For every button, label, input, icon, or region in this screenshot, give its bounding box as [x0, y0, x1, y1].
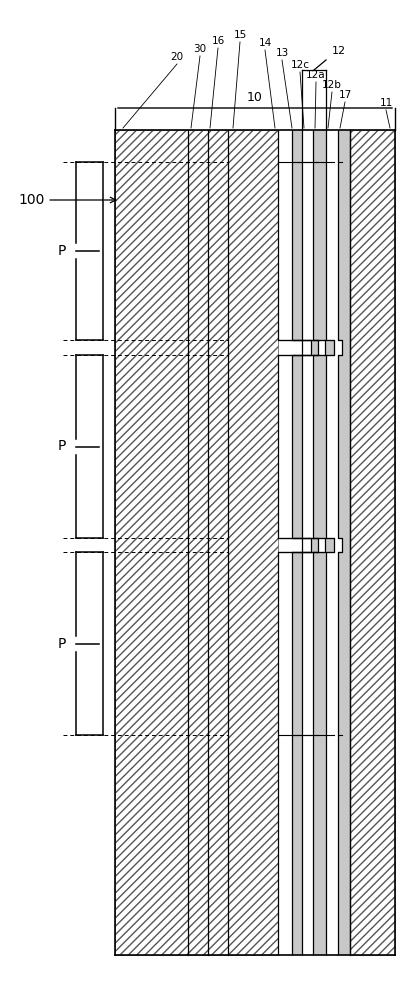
- Text: 12a: 12a: [306, 70, 326, 80]
- Polygon shape: [292, 130, 318, 955]
- Bar: [350, 130, 395, 955]
- Bar: [208, 130, 228, 955]
- Text: 17: 17: [339, 90, 352, 100]
- Text: 14: 14: [259, 38, 272, 48]
- Polygon shape: [313, 130, 334, 955]
- Bar: [188, 130, 208, 955]
- Text: 13: 13: [275, 48, 289, 58]
- Text: 12: 12: [332, 46, 346, 56]
- Polygon shape: [302, 130, 325, 955]
- Text: P: P: [58, 244, 66, 258]
- Text: P: P: [58, 440, 66, 454]
- Text: 30: 30: [194, 44, 207, 54]
- Bar: [115, 130, 188, 955]
- Polygon shape: [278, 130, 350, 955]
- Text: 20: 20: [171, 52, 184, 62]
- Polygon shape: [278, 130, 311, 955]
- Text: 100: 100: [18, 193, 116, 207]
- Polygon shape: [338, 130, 350, 955]
- Polygon shape: [326, 130, 342, 955]
- Text: 12c: 12c: [290, 60, 310, 70]
- Text: 16: 16: [211, 36, 225, 46]
- Text: 10: 10: [247, 91, 263, 104]
- Text: P: P: [58, 637, 66, 650]
- Text: 15: 15: [233, 30, 247, 40]
- Text: 11: 11: [379, 98, 393, 108]
- Bar: [228, 130, 278, 955]
- Text: 12b: 12b: [322, 80, 342, 90]
